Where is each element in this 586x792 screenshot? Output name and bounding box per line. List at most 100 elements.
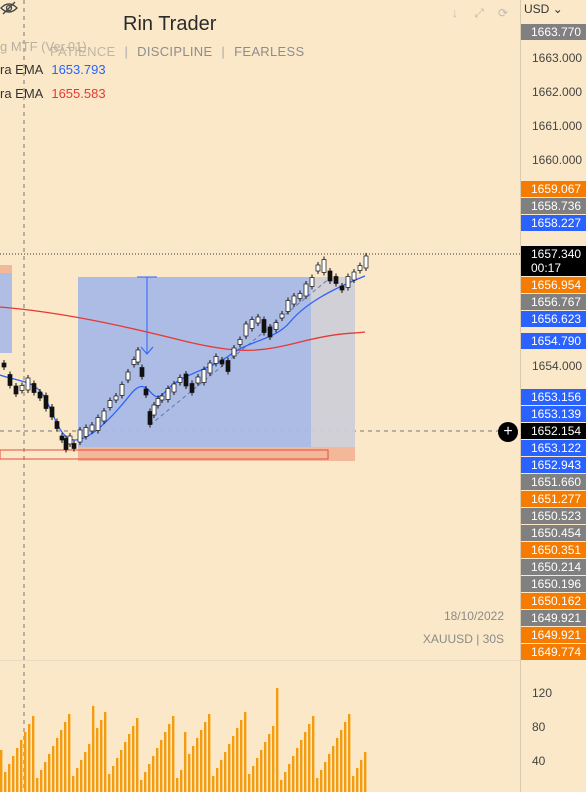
volume-bar <box>92 706 95 792</box>
volume-bar <box>224 752 227 792</box>
price-tag: 1649.921 <box>521 610 586 626</box>
refresh-icon[interactable]: ⟳ <box>497 6 509 20</box>
ema-fast-value: 1653.793 <box>51 62 106 77</box>
candle-body <box>43 395 49 409</box>
volume-bar <box>12 756 15 792</box>
volume-bar <box>180 770 183 792</box>
candle-body <box>19 385 25 391</box>
indicator-mtf[interactable]: g MTF (Ver.01) <box>0 39 87 54</box>
volume-bar <box>268 734 271 792</box>
volume-bar <box>24 732 27 792</box>
indicator-mtf-label: g MTF (Ver.01) <box>0 39 87 54</box>
candle-body <box>219 359 225 365</box>
volume-bar <box>36 778 39 792</box>
candle-body <box>321 259 327 273</box>
volume-bar <box>52 746 55 792</box>
ema-fast-label: ra EMA <box>0 62 44 77</box>
candle-body <box>63 438 69 450</box>
expand-icon[interactable]: ⤢ <box>474 5 484 20</box>
range-box-blue <box>78 277 311 447</box>
hidden-eye-icon[interactable] <box>0 0 18 16</box>
candle-body <box>177 377 183 383</box>
candle-body <box>31 383 37 393</box>
candle-body <box>303 283 309 297</box>
volume-bar <box>156 748 159 792</box>
candle-body <box>207 362 213 374</box>
volume-bar <box>28 724 31 792</box>
volume-bar <box>112 766 115 792</box>
volume-bar <box>140 780 143 792</box>
vol-tick-40: 40 <box>532 754 546 768</box>
price-tag: 1656.767 <box>521 294 586 310</box>
candle-body <box>273 322 279 330</box>
volume-bar <box>16 748 19 792</box>
candle-body <box>54 421 60 429</box>
candle-body <box>25 377 31 391</box>
candle-body <box>107 400 113 408</box>
currency-selector[interactable]: USD ⌄ <box>524 2 563 16</box>
volume-bar <box>148 764 151 792</box>
volume-bar <box>320 770 323 792</box>
chevron-down-icon: ⌄ <box>552 2 563 16</box>
candle-body <box>83 427 89 437</box>
add-crosshair-icon[interactable]: + <box>498 422 518 442</box>
volume-bar <box>120 750 123 792</box>
candle-body <box>101 410 107 422</box>
volume-bar <box>40 770 43 792</box>
candle-body <box>297 293 303 299</box>
volume-bar <box>64 722 67 792</box>
chart-toolbar: ↓ ⤢ ⟳ <box>446 4 512 22</box>
candle-body <box>95 417 101 431</box>
candle-body <box>363 255 369 269</box>
price-scale[interactable]: 1663.770 1659.067 1658.736 1658.227 1657.340… <box>520 0 586 792</box>
price-tag: 1653.122 <box>521 440 586 456</box>
tick-1661: 1661.000 <box>532 119 583 133</box>
volume-bar <box>84 752 87 792</box>
candle-body <box>159 395 165 401</box>
volume-bar <box>360 760 363 792</box>
price-tag: 1650.454 <box>521 525 586 541</box>
volume-bar <box>144 772 147 792</box>
candle-body <box>309 277 315 287</box>
volume-bar <box>104 712 107 792</box>
volume-bar <box>288 764 291 792</box>
candle-body <box>225 360 231 372</box>
volume-bar <box>72 776 75 792</box>
indicator-ema-fast[interactable]: ra EMA 1653.793 <box>0 62 106 77</box>
volume-bar <box>160 740 163 792</box>
zone-left-top <box>0 265 12 273</box>
candle-body <box>151 404 157 416</box>
tick-1662: 1662.000 <box>532 85 583 99</box>
price-tag: 1652.943 <box>521 457 586 473</box>
volume-bar <box>312 716 315 792</box>
volume-bar <box>256 758 259 792</box>
price-tag: 1654.790 <box>521 333 586 349</box>
candle-body <box>89 424 95 432</box>
candle-body <box>155 398 161 406</box>
candle-body <box>231 347 237 357</box>
candle-body <box>7 374 13 386</box>
volume-bar <box>364 752 367 792</box>
candle-body <box>37 391 43 399</box>
volume-bar <box>164 732 167 792</box>
price-chart[interactable] <box>0 0 520 792</box>
candle-body <box>189 383 195 393</box>
candle-body <box>119 384 125 396</box>
volume-bar <box>220 760 223 792</box>
price-tag: 1650.351 <box>521 542 586 558</box>
arrow-down-icon[interactable]: ↓ <box>452 6 458 20</box>
candle-body <box>71 443 77 449</box>
chart-pane[interactable]: Rin Trader PATIENCE | DISCIPLINE | FEARLESS … <box>0 0 520 792</box>
measure-arrow <box>140 346 154 355</box>
price-tag: 1649.774 <box>521 644 586 660</box>
candle-body <box>135 349 141 363</box>
volume-bar <box>20 740 23 792</box>
ema-slow-value: 1655.583 <box>51 86 106 101</box>
indicator-ema-slow[interactable]: ra EMA 1655.583 <box>0 86 106 101</box>
tagline-discipline: DISCIPLINE <box>137 44 213 59</box>
candle-body <box>49 406 55 418</box>
candle-body <box>243 323 249 337</box>
chart-date: 18/10/2022 <box>443 609 504 623</box>
candle-body <box>339 285 345 291</box>
price-tag: 1653.156 <box>521 389 586 405</box>
